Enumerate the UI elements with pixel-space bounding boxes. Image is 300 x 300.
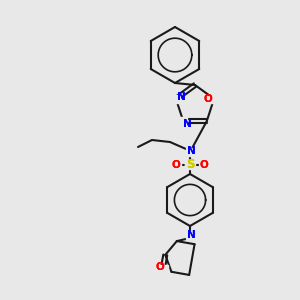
Text: N: N (183, 119, 192, 129)
Bar (172, 95, 180, 103)
Bar (209, 95, 219, 103)
Text: O: O (204, 94, 212, 104)
Text: N: N (177, 92, 185, 102)
Text: O: O (200, 160, 208, 170)
Bar (199, 161, 209, 169)
Text: S: S (186, 158, 194, 172)
Bar (186, 231, 194, 239)
Text: O: O (172, 160, 180, 170)
Bar (185, 161, 195, 169)
Bar (158, 265, 168, 273)
Text: N: N (187, 146, 195, 156)
Bar (186, 148, 194, 156)
Text: O: O (172, 160, 180, 170)
Text: N: N (187, 146, 195, 156)
Bar (171, 161, 181, 169)
Text: N: N (187, 230, 195, 240)
Text: S: S (186, 158, 194, 172)
Text: O: O (204, 94, 212, 104)
Bar (179, 117, 187, 125)
Text: N: N (177, 92, 185, 102)
Text: O: O (155, 262, 164, 272)
Text: O: O (155, 262, 164, 272)
Text: O: O (200, 160, 208, 170)
Text: N: N (187, 230, 195, 240)
Text: N: N (183, 119, 192, 129)
